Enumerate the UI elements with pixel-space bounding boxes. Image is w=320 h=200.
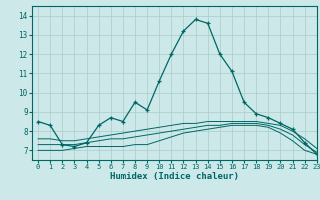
X-axis label: Humidex (Indice chaleur): Humidex (Indice chaleur) — [110, 172, 239, 181]
